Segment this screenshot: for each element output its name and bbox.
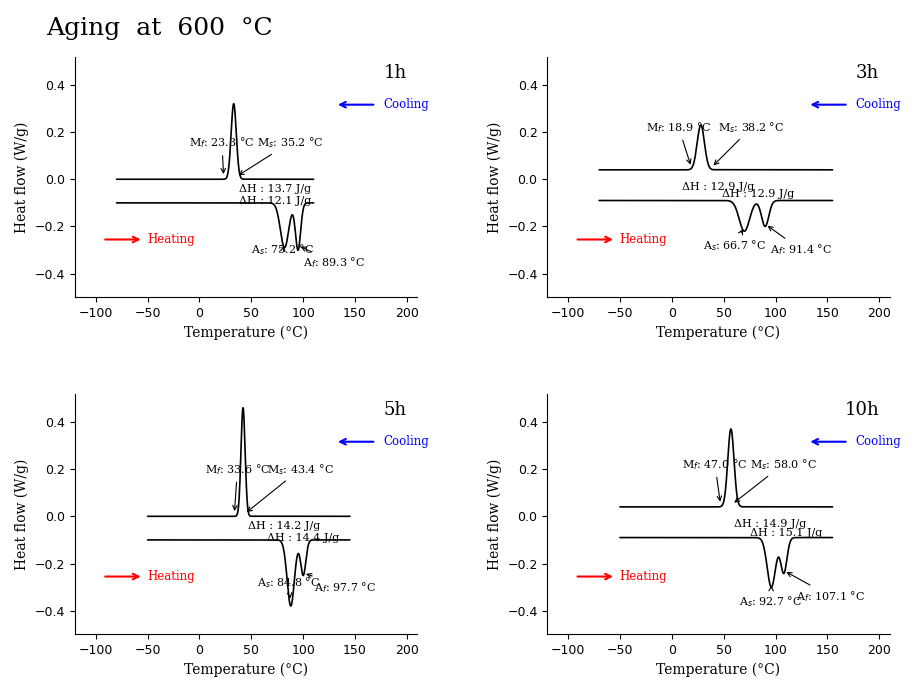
X-axis label: Temperature (°C): Temperature (°C) bbox=[185, 663, 308, 677]
Text: M$_s$: 35.2 °C: M$_s$: 35.2 °C bbox=[240, 135, 323, 175]
Text: ΔH : 14.9 J/g: ΔH : 14.9 J/g bbox=[734, 519, 806, 529]
Text: ΔH : 15.1 J/g: ΔH : 15.1 J/g bbox=[750, 528, 822, 538]
Text: A$_s$: 84.8 °C: A$_s$: 84.8 °C bbox=[256, 575, 319, 597]
Text: ΔH : 13.7 J/g: ΔH : 13.7 J/g bbox=[239, 184, 311, 194]
Text: A$_s$: 92.7 °C: A$_s$: 92.7 °C bbox=[739, 586, 802, 609]
Text: ΔH : 12.9 J/g: ΔH : 12.9 J/g bbox=[722, 189, 794, 199]
Y-axis label: Heat flow (W/g): Heat flow (W/g) bbox=[15, 121, 29, 233]
Text: 1h: 1h bbox=[384, 64, 407, 82]
X-axis label: Temperature (°C): Temperature (°C) bbox=[656, 325, 780, 340]
Text: M$_f$: 18.9 °C: M$_f$: 18.9 °C bbox=[646, 120, 711, 163]
Text: M$_s$: 58.0 °C: M$_s$: 58.0 °C bbox=[735, 457, 816, 502]
Text: A$_f$: 91.4 °C: A$_f$: 91.4 °C bbox=[768, 226, 833, 257]
Text: Cooling: Cooling bbox=[856, 98, 901, 111]
Text: Heating: Heating bbox=[620, 570, 666, 583]
X-axis label: Temperature (°C): Temperature (°C) bbox=[185, 325, 308, 340]
Y-axis label: Heat flow (W/g): Heat flow (W/g) bbox=[487, 458, 502, 570]
Text: 10h: 10h bbox=[845, 401, 879, 419]
Text: A$_f$: 107.1 °C: A$_f$: 107.1 °C bbox=[788, 572, 866, 604]
Text: Heating: Heating bbox=[147, 570, 195, 583]
Text: Cooling: Cooling bbox=[383, 98, 429, 111]
Text: A$_s$: 75.2 °C: A$_s$: 75.2 °C bbox=[252, 243, 315, 257]
Text: Cooling: Cooling bbox=[383, 435, 429, 448]
Text: M$_s$: 38.2 °C: M$_s$: 38.2 °C bbox=[714, 120, 785, 165]
Text: ΔH : 14.2 J/g: ΔH : 14.2 J/g bbox=[248, 521, 320, 531]
Text: A$_s$: 66.7 °C: A$_s$: 66.7 °C bbox=[703, 230, 767, 253]
Text: Cooling: Cooling bbox=[856, 435, 901, 448]
Text: ΔH : 12.1 J/g: ΔH : 12.1 J/g bbox=[239, 196, 311, 206]
Text: 3h: 3h bbox=[856, 64, 879, 82]
Text: M$_f$: 23.3 °C: M$_f$: 23.3 °C bbox=[189, 135, 254, 173]
Text: ΔH : 12.9 J/g: ΔH : 12.9 J/g bbox=[682, 181, 755, 192]
Text: M$_s$: 43.4 °C: M$_s$: 43.4 °C bbox=[248, 462, 334, 511]
Text: 5h: 5h bbox=[384, 401, 407, 419]
Text: A$_f$: 97.7 °C: A$_f$: 97.7 °C bbox=[307, 574, 375, 594]
Text: Heating: Heating bbox=[147, 233, 195, 246]
Text: M$_f$: 33.6 °C: M$_f$: 33.6 °C bbox=[205, 462, 270, 510]
Y-axis label: Heat flow (W/g): Heat flow (W/g) bbox=[487, 121, 502, 233]
Text: M$_f$: 47.0 °C: M$_f$: 47.0 °C bbox=[682, 457, 747, 500]
Text: Heating: Heating bbox=[620, 233, 666, 246]
Text: A$_f$: 89.3 °C: A$_f$: 89.3 °C bbox=[302, 247, 365, 271]
Text: ΔH : 14.4 J/g: ΔH : 14.4 J/g bbox=[267, 533, 339, 543]
X-axis label: Temperature (°C): Temperature (°C) bbox=[656, 663, 780, 677]
Text: Aging  at  600  °C: Aging at 600 °C bbox=[46, 17, 273, 40]
Y-axis label: Heat flow (W/g): Heat flow (W/g) bbox=[15, 458, 29, 570]
